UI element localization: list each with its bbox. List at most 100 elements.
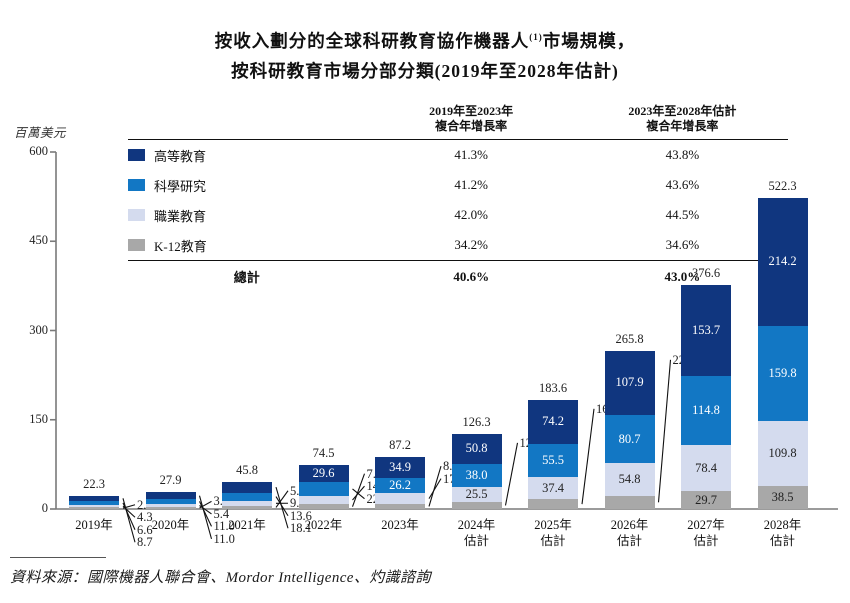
segment-value-label: 107.9 <box>615 375 644 390</box>
x-tick-year: 2027年 <box>687 518 725 532</box>
bar-segment[interactable]: 29.6 <box>298 464 349 483</box>
x-tick-year: 2025年 <box>534 518 572 532</box>
bar-segment[interactable]: 54.8 <box>604 463 655 496</box>
bar-segment[interactable]: 114.8 <box>681 376 731 445</box>
bar-segment[interactable] <box>145 503 196 508</box>
bar-segment[interactable] <box>69 500 119 505</box>
bar-segment[interactable] <box>222 505 272 509</box>
bar-segment[interactable] <box>69 495 119 501</box>
bar-column[interactable]: 25.5 38.0 50.8 <box>451 433 502 509</box>
bar-column[interactable]: 29.6 <box>298 464 349 509</box>
segment-value-label: 34.9 <box>389 460 411 475</box>
x-tick-label: 2020年 <box>131 517 211 533</box>
bar-total-label: 45.8 <box>236 462 258 477</box>
cagr-value-1-0: 41.3% <box>454 147 488 162</box>
bar-segment[interactable] <box>528 499 578 509</box>
bar-segment[interactable] <box>298 495 349 505</box>
bar-segment[interactable]: 159.8 <box>757 325 808 421</box>
y-tick-label: 150 <box>29 411 48 426</box>
x-tick-year: 2021年 <box>228 518 266 532</box>
x-tick-label: 2026年 估計 <box>590 517 670 549</box>
bar-segment[interactable] <box>298 504 349 509</box>
bar-segment[interactable]: 29.7 <box>681 491 731 509</box>
segment-value-label: 54.8 <box>618 471 641 486</box>
bar-segment[interactable]: 107.9 <box>604 350 655 416</box>
bar-column[interactable] <box>145 492 196 509</box>
cagr-header-col1: 2019年至2023年 複合年增長率 <box>365 104 577 140</box>
segment-callout-label: 13.6 <box>290 508 312 523</box>
bar-segment[interactable] <box>145 498 196 504</box>
x-tick-estimate: 估計 <box>463 534 489 548</box>
bar-segment[interactable] <box>222 481 272 493</box>
bar-segment[interactable] <box>69 504 119 508</box>
y-tick-label: 450 <box>29 233 48 248</box>
bar-total-label: 74.5 <box>312 445 335 460</box>
bar-segment[interactable] <box>375 493 425 504</box>
segment-value-label: 26.2 <box>389 478 411 493</box>
bar-column[interactable]: 29.7 78.4 114.8 153.7 <box>681 284 731 509</box>
segment-value-label: 38.0 <box>465 467 488 482</box>
source-divider <box>10 557 106 559</box>
bar-segment[interactable]: 38.5 <box>757 486 808 509</box>
x-tick-year: 2019年 <box>75 518 113 532</box>
bar-segment[interactable] <box>69 507 119 509</box>
bar-segment[interactable]: 109.8 <box>757 420 808 487</box>
cagr-value-2-1: 43.6% <box>665 177 700 192</box>
bar-total-label: 27.9 <box>159 473 182 488</box>
segment-value-label: 114.8 <box>692 403 720 418</box>
bar-segment[interactable]: 37.4 <box>528 477 578 500</box>
bar-segment[interactable] <box>604 495 655 509</box>
segment-callout-label: 8.7 <box>137 535 153 550</box>
segment-value-label: 159.8 <box>768 365 797 380</box>
legend-label-3: K-12教育 <box>154 238 207 254</box>
bar-segment[interactable]: 38.0 <box>451 464 502 487</box>
bar-segment[interactable]: 74.2 <box>528 399 578 444</box>
bar-segment[interactable]: 26.2 <box>375 477 425 494</box>
bar-segment[interactable] <box>222 492 272 501</box>
x-tick-label: 2023年 <box>360 517 440 533</box>
legend-label-1: 科學研究 <box>154 178 207 194</box>
bar-segment[interactable] <box>145 507 196 509</box>
x-tick-label: 2027年估計 <box>666 517 746 549</box>
bar-segment[interactable]: 153.7 <box>681 284 731 377</box>
bar-segment[interactable]: 80.7 <box>604 415 655 464</box>
cagr-value-1-2: 42.0% <box>454 207 488 222</box>
cagr-total-label: 總計 <box>128 260 366 292</box>
segment-callout-label: 18.1 <box>290 521 312 536</box>
bar-column[interactable] <box>222 481 272 509</box>
cagr-value-2-3: 34.6% <box>665 237 700 252</box>
bar-segment[interactable] <box>298 482 349 496</box>
legend-item-2: 職業教育 <box>128 200 366 230</box>
cagr-row: 職業教育 42.0% 44.5% <box>128 200 788 230</box>
bar-segment[interactable] <box>451 501 502 509</box>
bar-column[interactable]: 38.5 109.8 159.8 214.2 <box>757 198 808 509</box>
cagr-row: 高等教育 41.3% 43.8% <box>128 140 788 171</box>
y-tick-label: 300 <box>29 322 48 337</box>
segment-callout-label: 11.0 <box>213 519 235 534</box>
title-line-1-text: 按收入劃分的全球科研教育協作機器人 <box>214 30 530 51</box>
x-tick-label: 2021年 <box>207 517 287 533</box>
cagr-header-col1-line2: 複合年增長率 <box>435 119 508 133</box>
legend-item-0: 高等教育 <box>128 140 366 171</box>
x-tick-estimate: 估計 <box>693 534 719 548</box>
bar-segment[interactable]: 214.2 <box>757 198 808 326</box>
bar-column[interactable]: 26.2 34.9 <box>375 457 425 509</box>
bar-segment[interactable] <box>375 503 425 509</box>
bar-segment[interactable] <box>145 492 196 499</box>
bar-column[interactable]: 54.8 80.7 107.9 <box>604 350 655 509</box>
bar-segment[interactable]: 25.5 <box>451 486 502 502</box>
bar-total-label: 522.3 <box>768 179 797 194</box>
bar-segment[interactable]: 78.4 <box>681 444 731 492</box>
bar-segment[interactable]: 55.5 <box>528 443 578 477</box>
bar-segment[interactable]: 34.9 <box>375 457 425 478</box>
cagr-total-row: 總計 40.6% 43.0% <box>128 260 788 292</box>
bar-column[interactable]: 37.4 55.5 74.2 <box>528 399 578 509</box>
segment-value-label: 29.7 <box>695 492 717 507</box>
bar-segment[interactable] <box>222 500 272 506</box>
x-tick-label: 2024年 估計 <box>437 517 517 549</box>
bar-segment[interactable]: 50.8 <box>451 433 502 465</box>
x-tick-year: 2028年 <box>763 518 802 532</box>
bar-column[interactable] <box>69 495 119 509</box>
